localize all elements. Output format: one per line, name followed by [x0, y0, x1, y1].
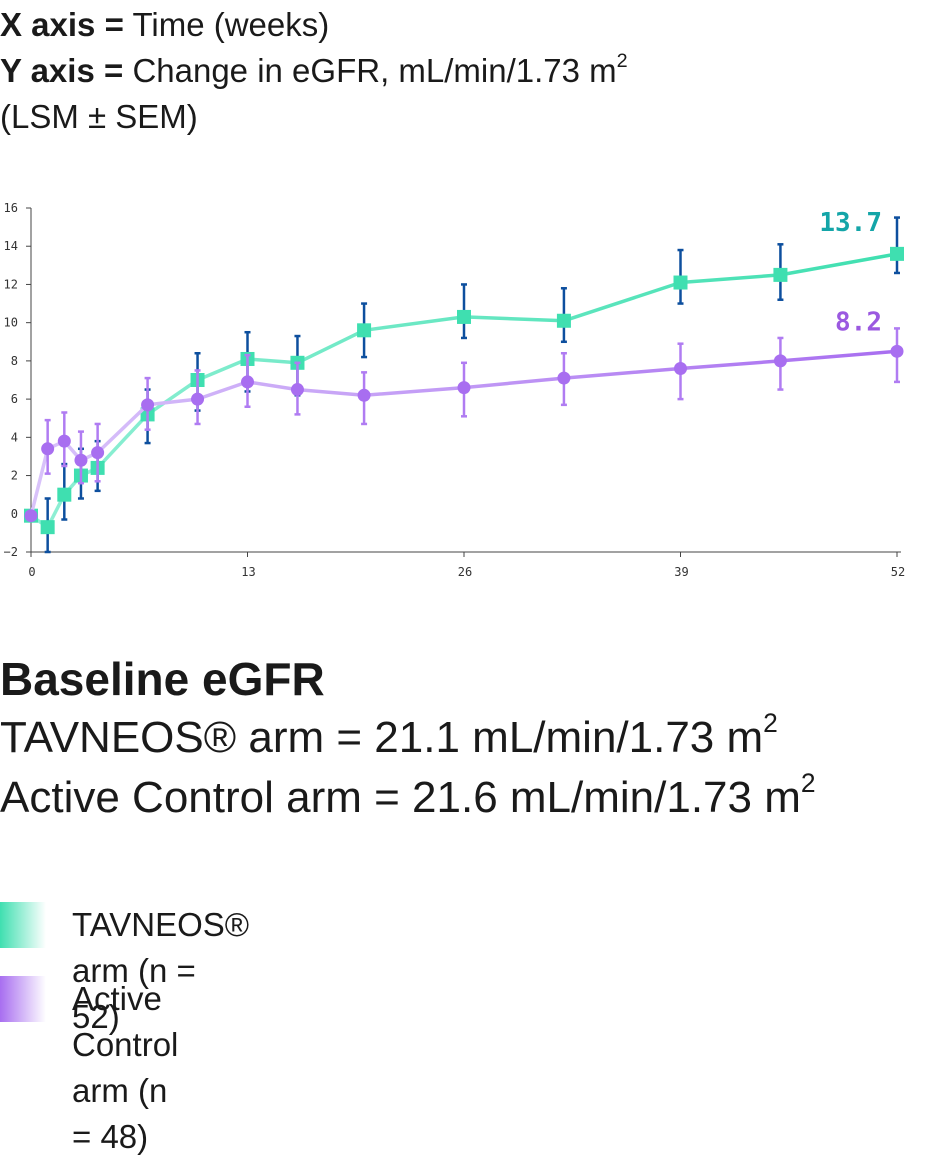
data-point — [357, 323, 372, 338]
y-axis-text: Change in eGFR, mL/min/1.73 m — [132, 52, 617, 89]
end-value-label: 13.7 — [819, 208, 882, 238]
x-tick-label: 39 — [674, 565, 688, 579]
y-tick-label: −2 — [4, 545, 18, 559]
data-point — [357, 388, 371, 402]
y-tick-label: 6 — [11, 392, 18, 406]
y-tick-label: 4 — [11, 430, 18, 444]
data-point — [673, 275, 688, 290]
y-axis-note: (LSM ± SEM) — [0, 98, 198, 135]
data-point — [890, 344, 904, 358]
y-tick-label: 2 — [11, 469, 18, 483]
x-tick-label: 52 — [891, 565, 905, 579]
series: 13.7 8.2 — [24, 208, 904, 554]
data-point — [24, 509, 38, 523]
y-axis-superscript: 2 — [616, 50, 628, 73]
egfr-line-chart: −2 0 2 4 6 8 10 12 14 16 0 13 26 39 52 13.7 8.2 — [4, 201, 906, 579]
axis-description: X axis = Time (weeks) Y axis = Change in… — [0, 2, 628, 140]
data-point — [556, 313, 571, 328]
baseline-tavneos: TAVNEOS® arm = 21.1 mL/min/1.73 m2 — [0, 708, 816, 768]
data-point — [890, 246, 904, 261]
x-axis-text: Time (weeks) — [132, 6, 330, 43]
x-tick-label: 0 — [28, 565, 35, 579]
data-point — [457, 309, 471, 324]
baseline-control-sup: 2 — [800, 768, 816, 799]
data-point — [674, 362, 687, 376]
y-tick-label: 8 — [11, 354, 18, 368]
data-point — [40, 520, 55, 535]
data-point — [41, 442, 55, 456]
data-point — [241, 375, 254, 389]
data-point — [191, 392, 205, 406]
legend-swatch-control — [0, 976, 46, 1022]
data-point — [457, 381, 471, 395]
data-point — [57, 434, 71, 448]
baseline-tavneos-text: TAVNEOS® arm = 21.1 mL/min/1.73 m — [0, 713, 764, 762]
baseline-control: Active Control arm = 21.6 mL/min/1.73 m2 — [0, 768, 816, 828]
data-point — [557, 371, 571, 385]
data-point — [91, 446, 105, 460]
legend-label-control: Active Control arm (n = 48) — [72, 980, 179, 1155]
data-point — [57, 487, 72, 502]
y-tick-label: 12 — [4, 277, 18, 291]
data-point — [773, 354, 787, 368]
x-axis-label: X axis = — [0, 6, 124, 43]
x-tick-label: 13 — [241, 565, 255, 579]
y-tick-label: 10 — [4, 316, 18, 330]
baseline-heading: Baseline eGFR — [0, 653, 325, 705]
y-axis-description: Y axis = Change in eGFR, mL/min/1.73 m2 — [0, 48, 628, 94]
y-tick-label: 16 — [4, 201, 18, 215]
x-axis-description: X axis = Time (weeks) — [0, 2, 628, 48]
data-point — [773, 267, 788, 282]
data-point — [141, 398, 155, 412]
data-point — [290, 383, 304, 397]
baseline-egfr-panel: Baseline eGFR TAVNEOS® arm = 21.1 mL/min… — [0, 650, 816, 828]
legend-swatch-tavneos — [0, 902, 46, 948]
y-tick-label: 0 — [11, 507, 18, 521]
x-tick-label: 26 — [458, 565, 472, 579]
baseline-control-text: Active Control arm = 21.6 mL/min/1.73 m — [0, 773, 801, 822]
end-value-label: 8.2 — [835, 307, 882, 337]
legend-label-tavneos: TAVNEOS® arm (n = 52) — [72, 906, 250, 1035]
data-point — [74, 453, 88, 467]
series-active-control: 8.2 — [24, 307, 904, 523]
y-tick-label: 14 — [4, 239, 18, 253]
axes: −2 0 2 4 6 8 10 12 14 16 0 13 26 39 52 — [4, 201, 906, 579]
y-axis-label: Y axis = — [0, 52, 124, 89]
baseline-tavneos-sup: 2 — [763, 708, 778, 739]
